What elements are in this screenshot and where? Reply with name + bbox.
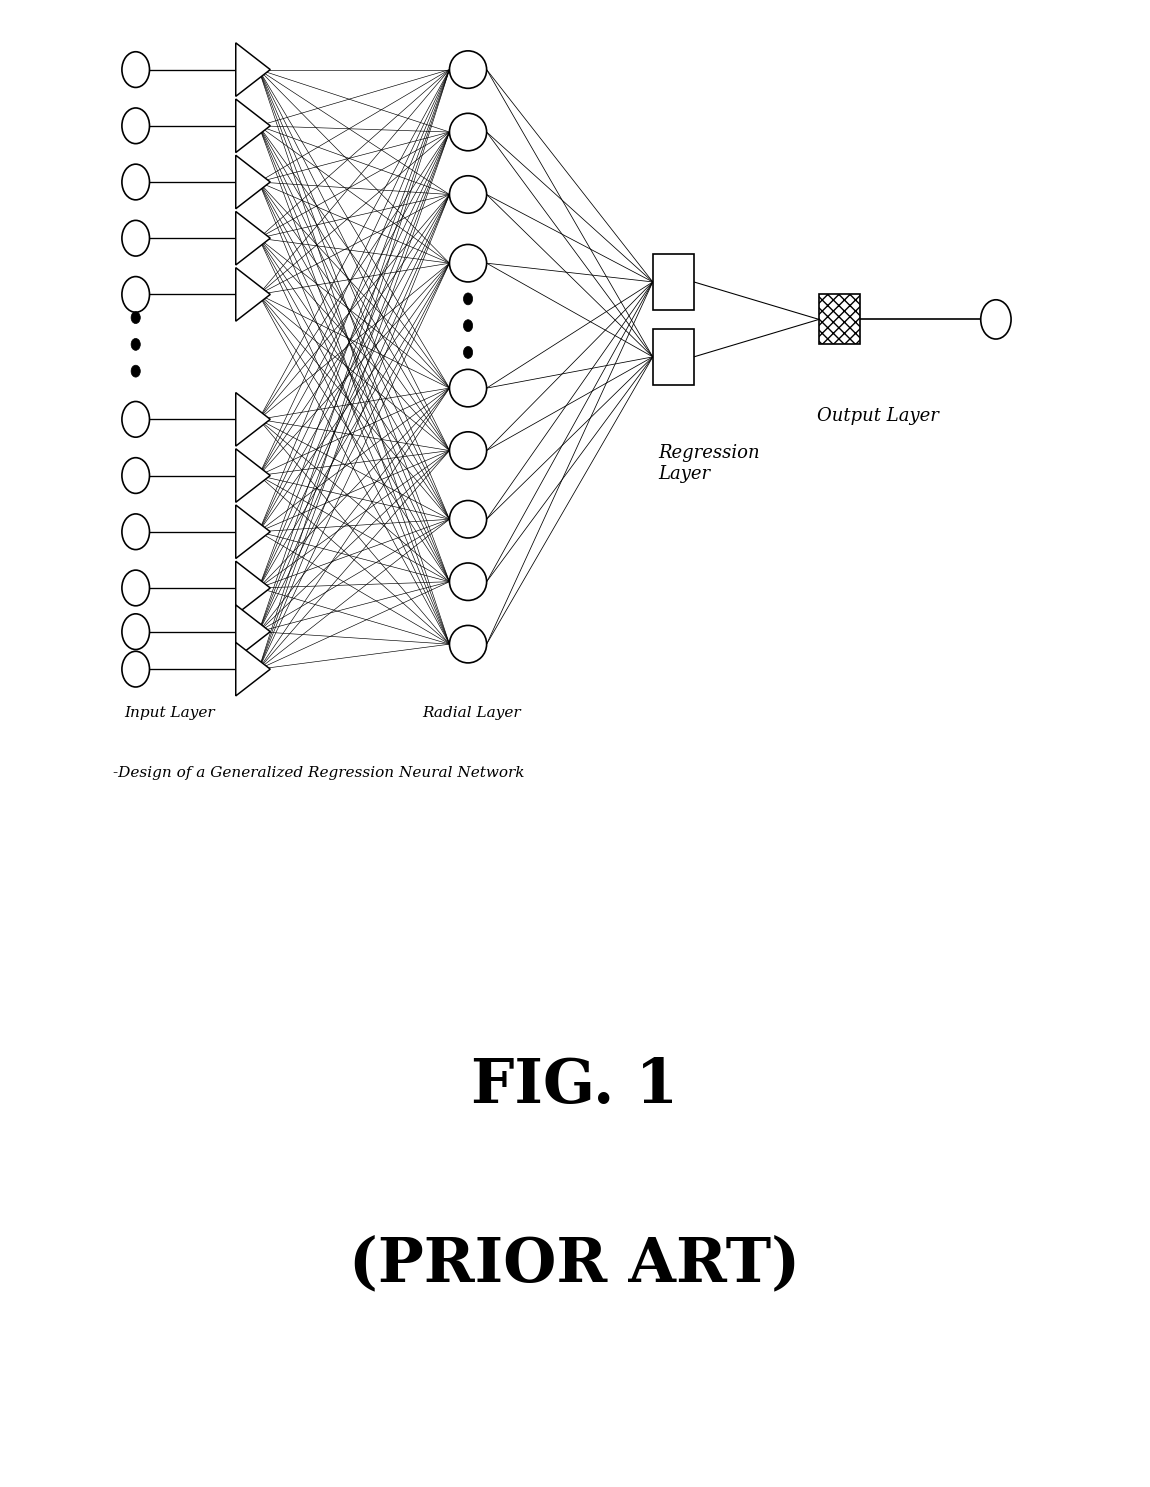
Ellipse shape [450,431,486,470]
Circle shape [122,401,150,437]
Text: FIG. 1: FIG. 1 [472,1056,678,1115]
Ellipse shape [450,244,486,283]
Bar [653,254,693,311]
Polygon shape [236,100,270,153]
Bar [819,294,860,345]
Text: Radial Layer: Radial Layer [422,706,521,720]
Text: Output Layer: Output Layer [816,407,938,425]
Polygon shape [236,506,270,559]
Polygon shape [236,155,270,208]
Polygon shape [236,642,270,696]
Bar [653,329,693,385]
Polygon shape [236,449,270,503]
Polygon shape [236,561,270,614]
Ellipse shape [450,501,486,538]
Circle shape [131,366,140,378]
Polygon shape [236,43,270,97]
Circle shape [122,277,150,312]
Circle shape [122,220,150,256]
Circle shape [463,346,473,358]
Circle shape [122,458,150,494]
Circle shape [122,515,150,550]
Circle shape [131,339,140,351]
Text: Input Layer: Input Layer [124,706,215,720]
Ellipse shape [450,51,486,88]
Circle shape [463,293,473,305]
Text: Regression
Layer: Regression Layer [659,445,760,483]
Ellipse shape [450,113,486,150]
Ellipse shape [450,564,486,601]
Ellipse shape [450,626,486,663]
Polygon shape [236,211,270,265]
Circle shape [131,312,140,324]
Ellipse shape [450,369,486,407]
Polygon shape [236,605,270,659]
Circle shape [122,614,150,650]
Text: -Design of a Generalized Regression Neural Network: -Design of a Generalized Regression Neur… [113,766,524,779]
Circle shape [981,300,1011,339]
Circle shape [463,320,473,332]
Circle shape [122,651,150,687]
Polygon shape [236,268,270,321]
Text: (PRIOR ART): (PRIOR ART) [350,1234,800,1294]
Circle shape [122,109,150,144]
Ellipse shape [450,175,486,213]
Circle shape [122,570,150,605]
Circle shape [122,164,150,199]
Polygon shape [236,393,270,446]
Circle shape [122,52,150,88]
